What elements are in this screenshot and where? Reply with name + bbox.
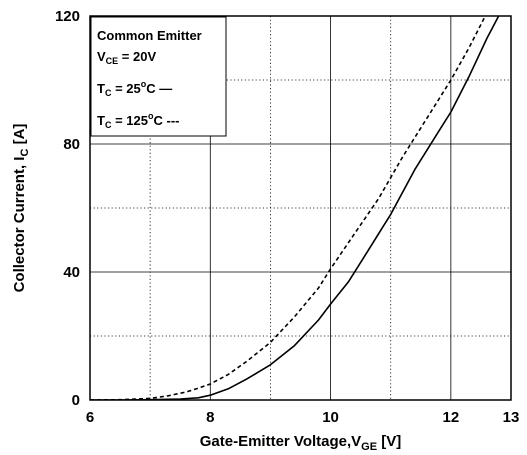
legend: Common Emitter VCE = 20V TC = 25oC — TC … [90, 16, 227, 137]
x-tick-label: 10 [322, 409, 339, 426]
y-tick-label: 80 [63, 136, 80, 153]
x-tick-label: 12 [443, 409, 460, 426]
y-tick-label: 120 [55, 8, 80, 25]
x-tick-label: 8 [206, 409, 214, 426]
y-axis-label: Collector Current, IC [A] [11, 124, 31, 293]
curves [90, 16, 500, 400]
x-tick-label: 13 [503, 409, 520, 426]
x-tick-labels: 6 8 10 12 13 [86, 409, 520, 426]
plot-frame [89, 15, 512, 401]
curve-25c [90, 16, 500, 400]
y-tick-label: 40 [63, 264, 80, 281]
legend-entry-25c: TC = 25oC — [97, 79, 172, 98]
legend-condition: VCE = 20V [97, 49, 156, 66]
legend-entry-125c: TC = 125oC --- [97, 111, 179, 130]
x-tick-label: 6 [86, 409, 94, 426]
x-axis-label: Gate-Emitter Voltage,VGE [V] [200, 433, 402, 453]
curve-125c [90, 16, 487, 400]
y-tick-label: 0 [72, 392, 80, 409]
legend-title: Common Emitter [97, 28, 202, 43]
y-tick-labels: 0 40 80 120 [55, 8, 80, 409]
legend-box [90, 16, 227, 137]
